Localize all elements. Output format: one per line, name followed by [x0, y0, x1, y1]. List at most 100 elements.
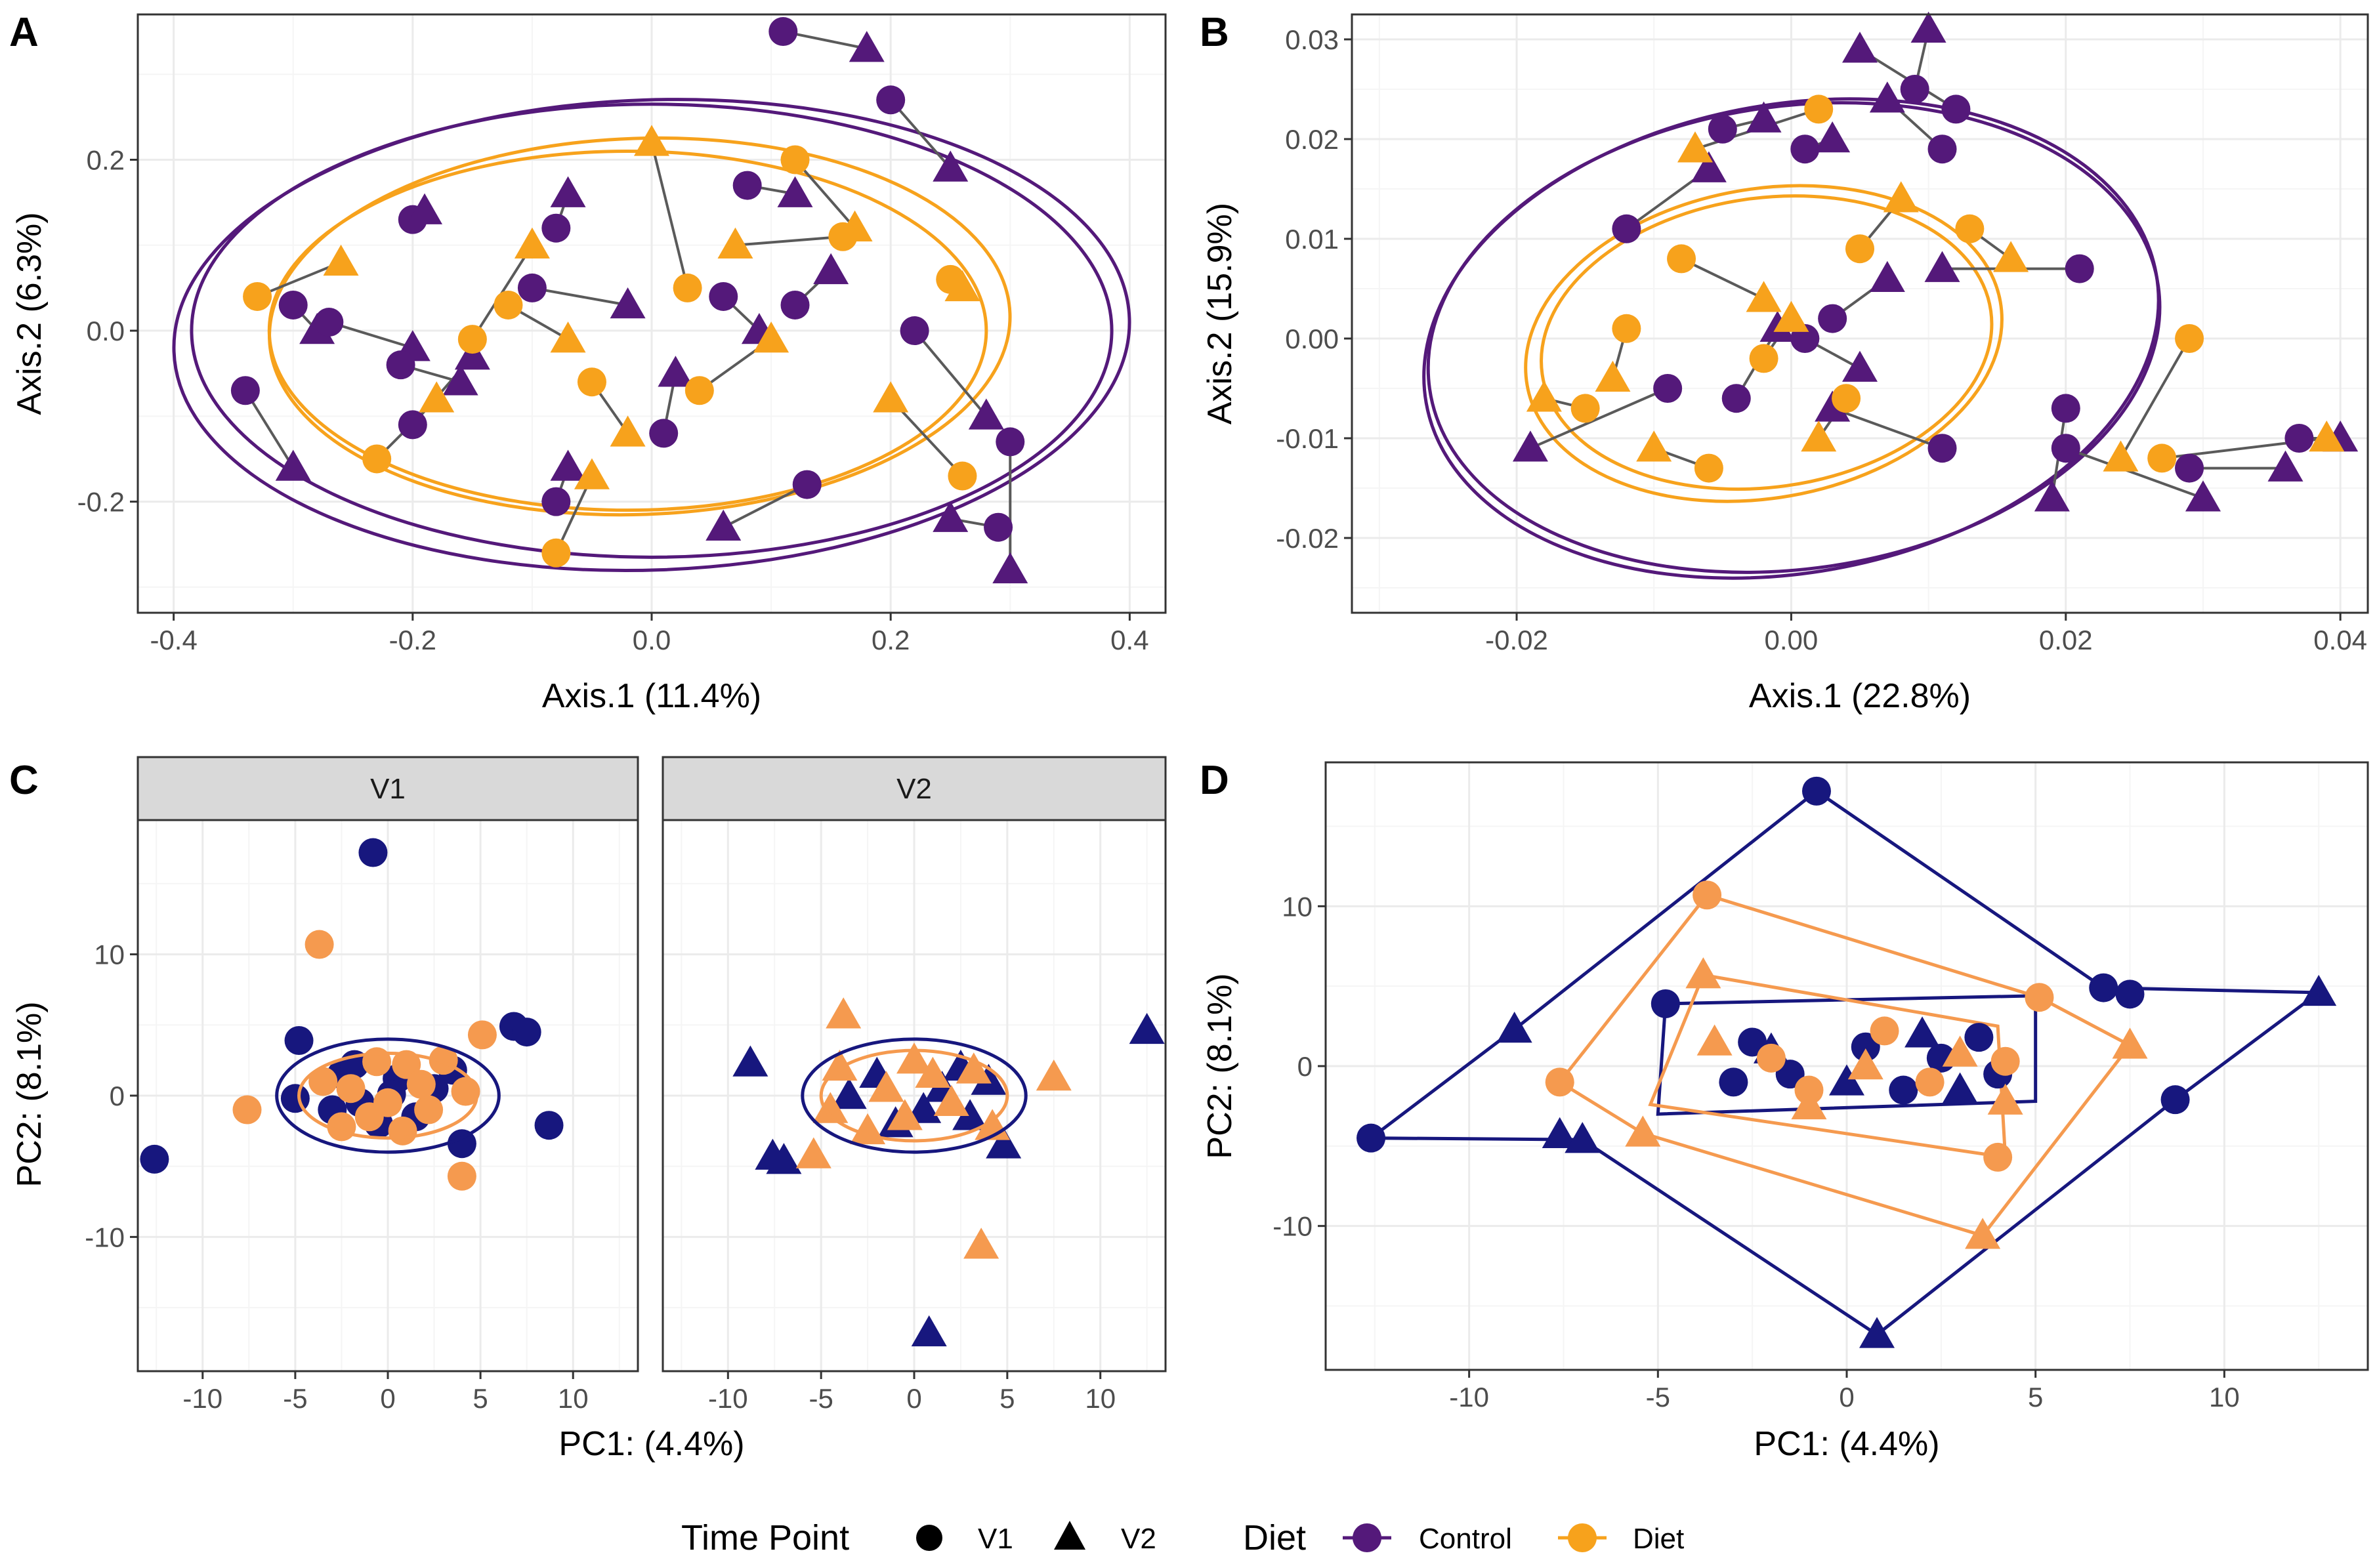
panel-c1-point-diet — [406, 1069, 436, 1099]
panel-c1-point-diet — [447, 1161, 476, 1191]
panel-c1-point-control — [447, 1129, 476, 1159]
panel-b-point-v2 — [1746, 101, 1782, 133]
panel-a-xtick-label: -0.2 — [389, 625, 436, 655]
panel-c-xlabel: PC1: (4.4%) — [558, 1425, 744, 1463]
panel-d-ylabel: PC2: (8.1%) — [1201, 973, 1239, 1159]
panel-d-point-control — [1357, 1123, 1386, 1153]
panel-d-point-control — [2160, 1085, 2190, 1115]
panel-c-ylabel: PC2: (8.1%) — [11, 1001, 49, 1187]
panel-d-point-diet — [1915, 1067, 1945, 1097]
panel-b-border — [1351, 13, 2369, 614]
panel-d-xtick-label: 5 — [2028, 1382, 2043, 1413]
panel-c1-point-diet — [467, 1020, 497, 1050]
panel-a-point-v2 — [610, 287, 646, 319]
panel-c1-xtick-label: 0 — [380, 1383, 395, 1414]
panel-b-ytick-label: 0.00 — [1285, 323, 1339, 354]
panel-b-ellipse-diet — [1524, 184, 2004, 503]
panel-b-point-v2 — [1801, 421, 1837, 452]
panel-d-points — [1357, 776, 2337, 1348]
panel-b-point-v1 — [1612, 214, 1641, 243]
panel-c1-point-diet — [388, 1116, 417, 1145]
panel-b-point-v2 — [1512, 430, 1548, 462]
panel-a-ylabel: Axis.2 (6.3%) — [11, 212, 49, 415]
panel-c2-ellipse-diet — [819, 1048, 1009, 1143]
panel-a-point-v1 — [780, 145, 810, 175]
panel-a-point-v2 — [873, 381, 909, 413]
panel-a-xtick-label: -0.4 — [150, 625, 197, 655]
panel-b-point-v2 — [2267, 450, 2303, 482]
panel-c2-point-diet — [915, 1056, 951, 1088]
panel-d-hull-control — [1366, 789, 2324, 1337]
panel-c2-point-diet — [795, 1137, 831, 1168]
panel-c2-point-control — [732, 1045, 768, 1077]
legend-diet-point — [1568, 1523, 1597, 1552]
panel-a-point-v1 — [541, 487, 571, 516]
panel-a-point-v1 — [457, 325, 487, 354]
panel-d-point-diet — [2112, 1027, 2148, 1059]
panel-a-pair-segment — [723, 483, 808, 529]
panel-d-point-control — [1719, 1067, 1748, 1097]
strip-v1-label: V1 — [370, 773, 406, 805]
panel-c2-xtick-label: 0 — [906, 1383, 921, 1414]
panel-c1-ellipse-diet — [297, 1051, 478, 1140]
panel-b-point-v1 — [1900, 75, 1929, 104]
panel-c2-xtick-label: -10 — [708, 1383, 748, 1414]
panel-d-point-control — [1651, 989, 1680, 1018]
panel-a-pair-segment — [914, 329, 988, 417]
panel-a-point-v1 — [243, 281, 272, 311]
panel-a-pair-segment — [794, 159, 856, 230]
panel-b-point-v1 — [2175, 324, 2204, 353]
panel-c-ytick-label: 10 — [94, 939, 125, 970]
strip-v2-label: V2 — [896, 773, 932, 805]
panel-c-ticks: -10 -5 0 5 10 -10 0 10 -10 -5 0 5 10 — [85, 939, 1116, 1414]
panel-d-point-diet — [1847, 1048, 1883, 1080]
legend-diet-diet-label: Diet — [1633, 1523, 1684, 1555]
panel-b-point-v2 — [2185, 480, 2221, 512]
panel-b-ytick-label: 0.01 — [1285, 224, 1339, 255]
panel-a-point-v2 — [717, 227, 753, 259]
panel-a-point-v2 — [933, 150, 969, 182]
panel-b-point-v1 — [1612, 314, 1641, 343]
panel-d-ytick-label: -10 — [1273, 1211, 1313, 1242]
circle-icon — [916, 1525, 942, 1551]
panel-d-point-diet — [1990, 1046, 2020, 1076]
panel-a-point-v2 — [407, 193, 443, 224]
panel-d-point-control — [1829, 1064, 1864, 1096]
panel-b-pair-segment — [2065, 447, 2204, 500]
panel-a-ellipses — [172, 98, 1131, 573]
panel-d-ticks: -10 -5 0 5 10 -10 0 10 — [1273, 891, 2239, 1413]
panel-c-v1-points — [140, 838, 564, 1191]
panel-c1-xtick-label: 10 — [558, 1383, 589, 1414]
panel-a-point-v1 — [517, 273, 547, 302]
panel-b-ytick-label: 0.03 — [1285, 24, 1339, 55]
panel-b-point-v2 — [1883, 181, 1919, 213]
triangle-icon — [1054, 1521, 1085, 1550]
panel-d-point-diet — [1625, 1115, 1661, 1147]
panel-c1-point-diet — [232, 1095, 262, 1124]
panel-d-point-control — [2115, 980, 2145, 1009]
panel-b-point-v1 — [1955, 214, 1985, 243]
panel-c2-point-diet — [850, 1113, 886, 1145]
panel-c1-point-control — [284, 1026, 314, 1055]
panel-b-point-v2 — [1869, 260, 1905, 293]
panel-c2-xtick-label: 5 — [999, 1383, 1015, 1414]
panel-b-point-v2 — [1773, 300, 1809, 332]
panel-d-point-control — [1859, 1317, 1895, 1348]
panel-c2-point-control — [906, 1092, 942, 1123]
panel-d-point-diet — [1942, 1035, 1978, 1067]
panel-c2-point-diet — [868, 1071, 904, 1102]
panel-d-point-diet — [1791, 1088, 1827, 1120]
legend-control-point — [1353, 1523, 1381, 1552]
panel-d-point-diet — [1693, 880, 1722, 910]
panel-b-point-v2 — [1526, 381, 1562, 412]
legend-diet-title: Diet — [1243, 1518, 1306, 1558]
panel-letter-c: C — [9, 758, 39, 803]
panel-d-point-diet — [1756, 1043, 1786, 1073]
panel-a-point-v2 — [514, 227, 550, 259]
panel-c2-point-diet — [887, 1099, 923, 1130]
panel-d-ytick-label: 0 — [1297, 1051, 1313, 1082]
panel-a-point-v2 — [944, 270, 980, 302]
panel-letter-d: D — [1200, 758, 1229, 803]
panel-c1-point-control — [358, 838, 388, 867]
panel-a-point-v1 — [732, 171, 762, 200]
